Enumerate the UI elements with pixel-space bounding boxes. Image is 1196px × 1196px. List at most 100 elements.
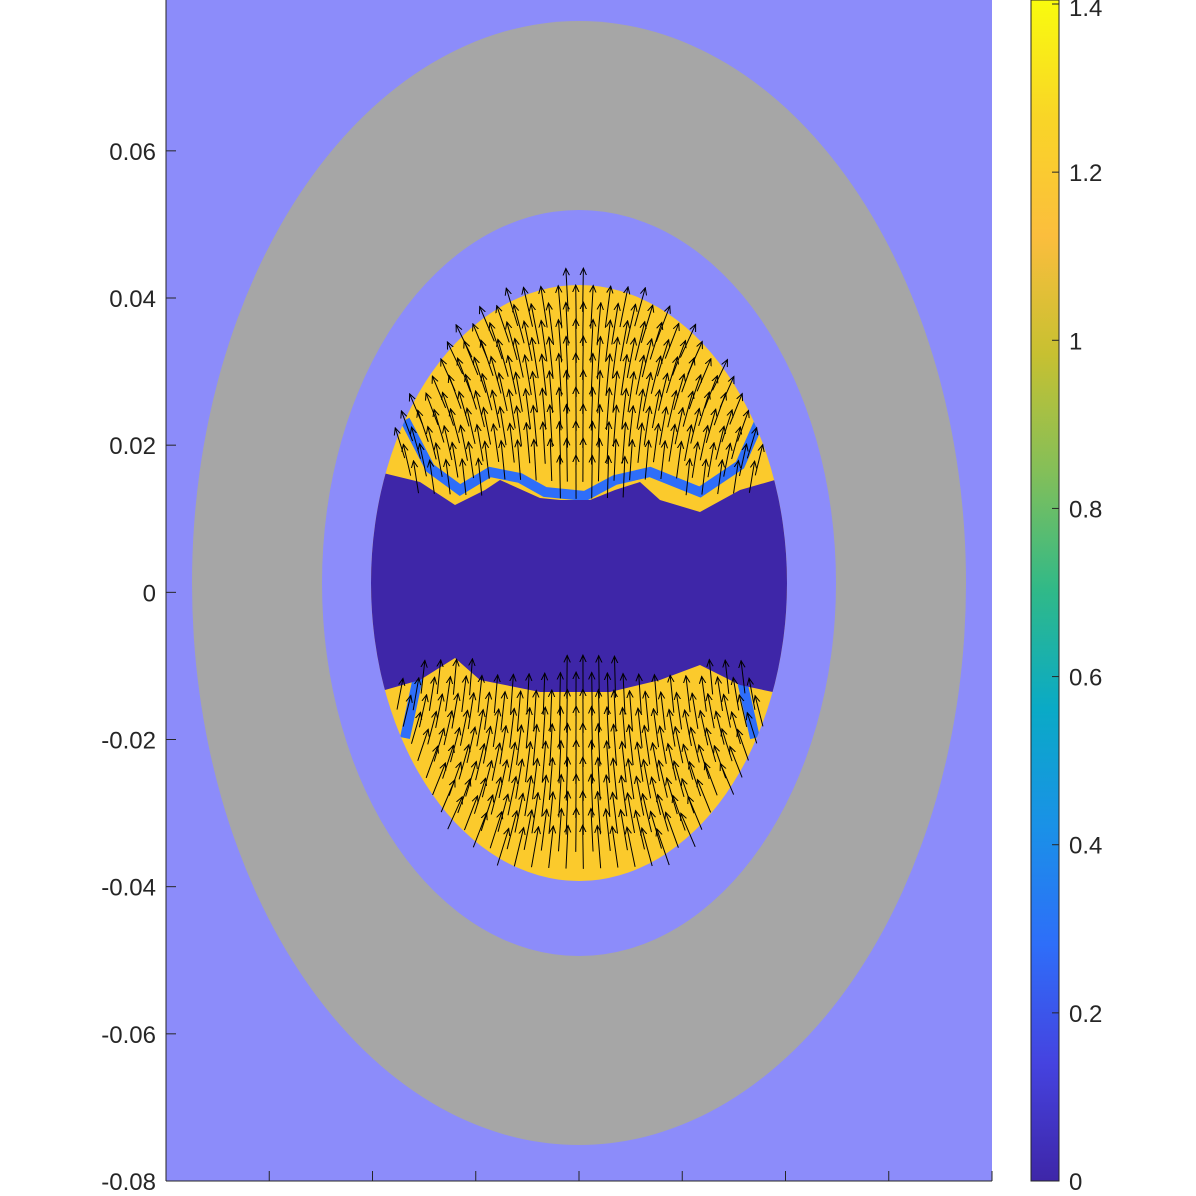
quiver-arrow	[701, 459, 706, 495]
quiver-arrow	[476, 391, 485, 428]
quiver-arrow	[566, 825, 568, 869]
quiver-arrow	[418, 410, 429, 442]
quiver-arrow	[643, 794, 652, 833]
quiver-arrow	[443, 711, 452, 746]
quiver-arrow	[666, 357, 677, 394]
colorbar-tick-label: 0.8	[1069, 496, 1102, 523]
y-tick-label: -0.02	[101, 728, 156, 755]
quiver-arrow	[442, 745, 454, 779]
colorbar-tick-label: 0.4	[1069, 833, 1102, 860]
quiver-arrow	[621, 810, 628, 851]
quiver-arrow	[523, 287, 534, 327]
colorbar-tick-label: 0	[1069, 1169, 1082, 1196]
quiver-arrow	[611, 303, 618, 345]
quiver-arrow	[669, 709, 676, 747]
quiver-arrow	[474, 357, 487, 393]
quiver-arrow	[427, 712, 437, 745]
quiver-arrow	[543, 422, 545, 464]
quiver-arrow	[660, 441, 665, 480]
quiver-arrow	[403, 444, 412, 476]
quiver-arrow	[412, 678, 419, 711]
quiver-arrow	[746, 428, 756, 459]
colorbar: 0 0.2 0.4 0.6 0.8 1 1.2 1.4	[1030, 0, 1102, 1196]
colorbar-gradient	[1031, 0, 1059, 1181]
quiver-arrow	[686, 459, 690, 496]
colorbar-tick-label: 0.6	[1069, 665, 1102, 692]
quiver-arrow	[712, 360, 728, 391]
quiver-arrow	[541, 286, 548, 328]
quiver-arrow	[491, 357, 502, 394]
quiver-arrow	[636, 811, 645, 850]
quiver-arrow	[660, 726, 667, 764]
quiver-arrow	[640, 305, 652, 343]
quiver-arrow	[449, 375, 462, 409]
quiver-arrow	[619, 321, 627, 362]
quiver-arrow	[697, 780, 712, 813]
y-axis: 0.06 0.04 0.02 0 -0.02 -0.04 -0.06 -0.08	[101, 0, 176, 1196]
quiver-arrow	[420, 444, 427, 477]
quiver-arrow	[550, 439, 552, 482]
quiver-arrow	[450, 409, 460, 444]
quiver-arrow	[670, 675, 674, 713]
quiver-arrow	[612, 826, 619, 868]
quiver-arrow	[516, 372, 523, 412]
quiver-arrow	[515, 759, 522, 799]
quiver-arrow	[691, 442, 698, 478]
quiver-arrow	[623, 457, 625, 498]
quiver-arrow	[514, 305, 525, 344]
y-tick-label: -0.08	[101, 1169, 156, 1196]
quiver-arrow	[717, 460, 723, 495]
quiver-arrow	[597, 826, 600, 869]
y-tick-label: -0.04	[101, 875, 156, 902]
colorbar-tick-label: 1.2	[1069, 160, 1102, 187]
quiver-arrow	[447, 797, 462, 830]
transition-band-top	[400, 417, 765, 502]
quiver-arrow	[523, 810, 532, 850]
quiver-arrow	[738, 444, 746, 477]
quiver-arrow	[754, 445, 762, 476]
quiver-arrow	[509, 708, 515, 748]
quiver-arrow	[476, 710, 483, 747]
quiver-arrow	[540, 809, 546, 851]
quiver-arrow	[658, 373, 668, 411]
quiver-arrow	[634, 322, 644, 361]
quiver-arrow	[440, 780, 455, 813]
quiver-arrow	[475, 744, 485, 781]
quiver-arrow	[737, 411, 749, 442]
quiver-arrow	[591, 808, 593, 852]
quiver-arrow	[446, 460, 451, 495]
quiver-arrow	[467, 408, 476, 444]
quiver-arrow	[450, 728, 460, 763]
quiver-arrow	[715, 426, 724, 460]
quiver-arrow	[690, 408, 700, 444]
quiver-arrow	[725, 660, 729, 694]
quiver-arrow	[645, 691, 649, 731]
quiver-arrow	[692, 693, 699, 729]
quiver-arrow	[612, 792, 619, 834]
quiver-arrow	[481, 340, 494, 376]
quiver-arrow	[729, 394, 742, 425]
quiver-arrow	[447, 342, 464, 375]
quiver-arrow	[621, 776, 628, 817]
quiver-arrow	[410, 712, 420, 744]
quiver-arrow	[402, 695, 411, 727]
quiver-arrows	[395, 268, 763, 869]
quiver-arrow	[477, 425, 484, 462]
quiver-arrow	[668, 744, 677, 781]
quiver-arrow	[682, 391, 693, 427]
quiver-arrow	[428, 427, 437, 460]
quiver-arrow	[708, 694, 715, 729]
quiver-arrow	[688, 375, 701, 410]
quiver-arrow	[681, 358, 694, 393]
quiver-arrow	[459, 710, 467, 746]
quiver-arrow	[738, 730, 749, 761]
quiver-arrow	[457, 779, 470, 814]
quiver-arrow	[643, 760, 652, 799]
quiver-arrow	[592, 455, 593, 499]
quiver-arrow	[667, 391, 676, 428]
quiver-arrow	[491, 743, 500, 781]
colorbar-tick-label: 1	[1069, 328, 1082, 355]
quiver-arrow	[395, 428, 406, 459]
quiver-arrow	[704, 376, 718, 409]
